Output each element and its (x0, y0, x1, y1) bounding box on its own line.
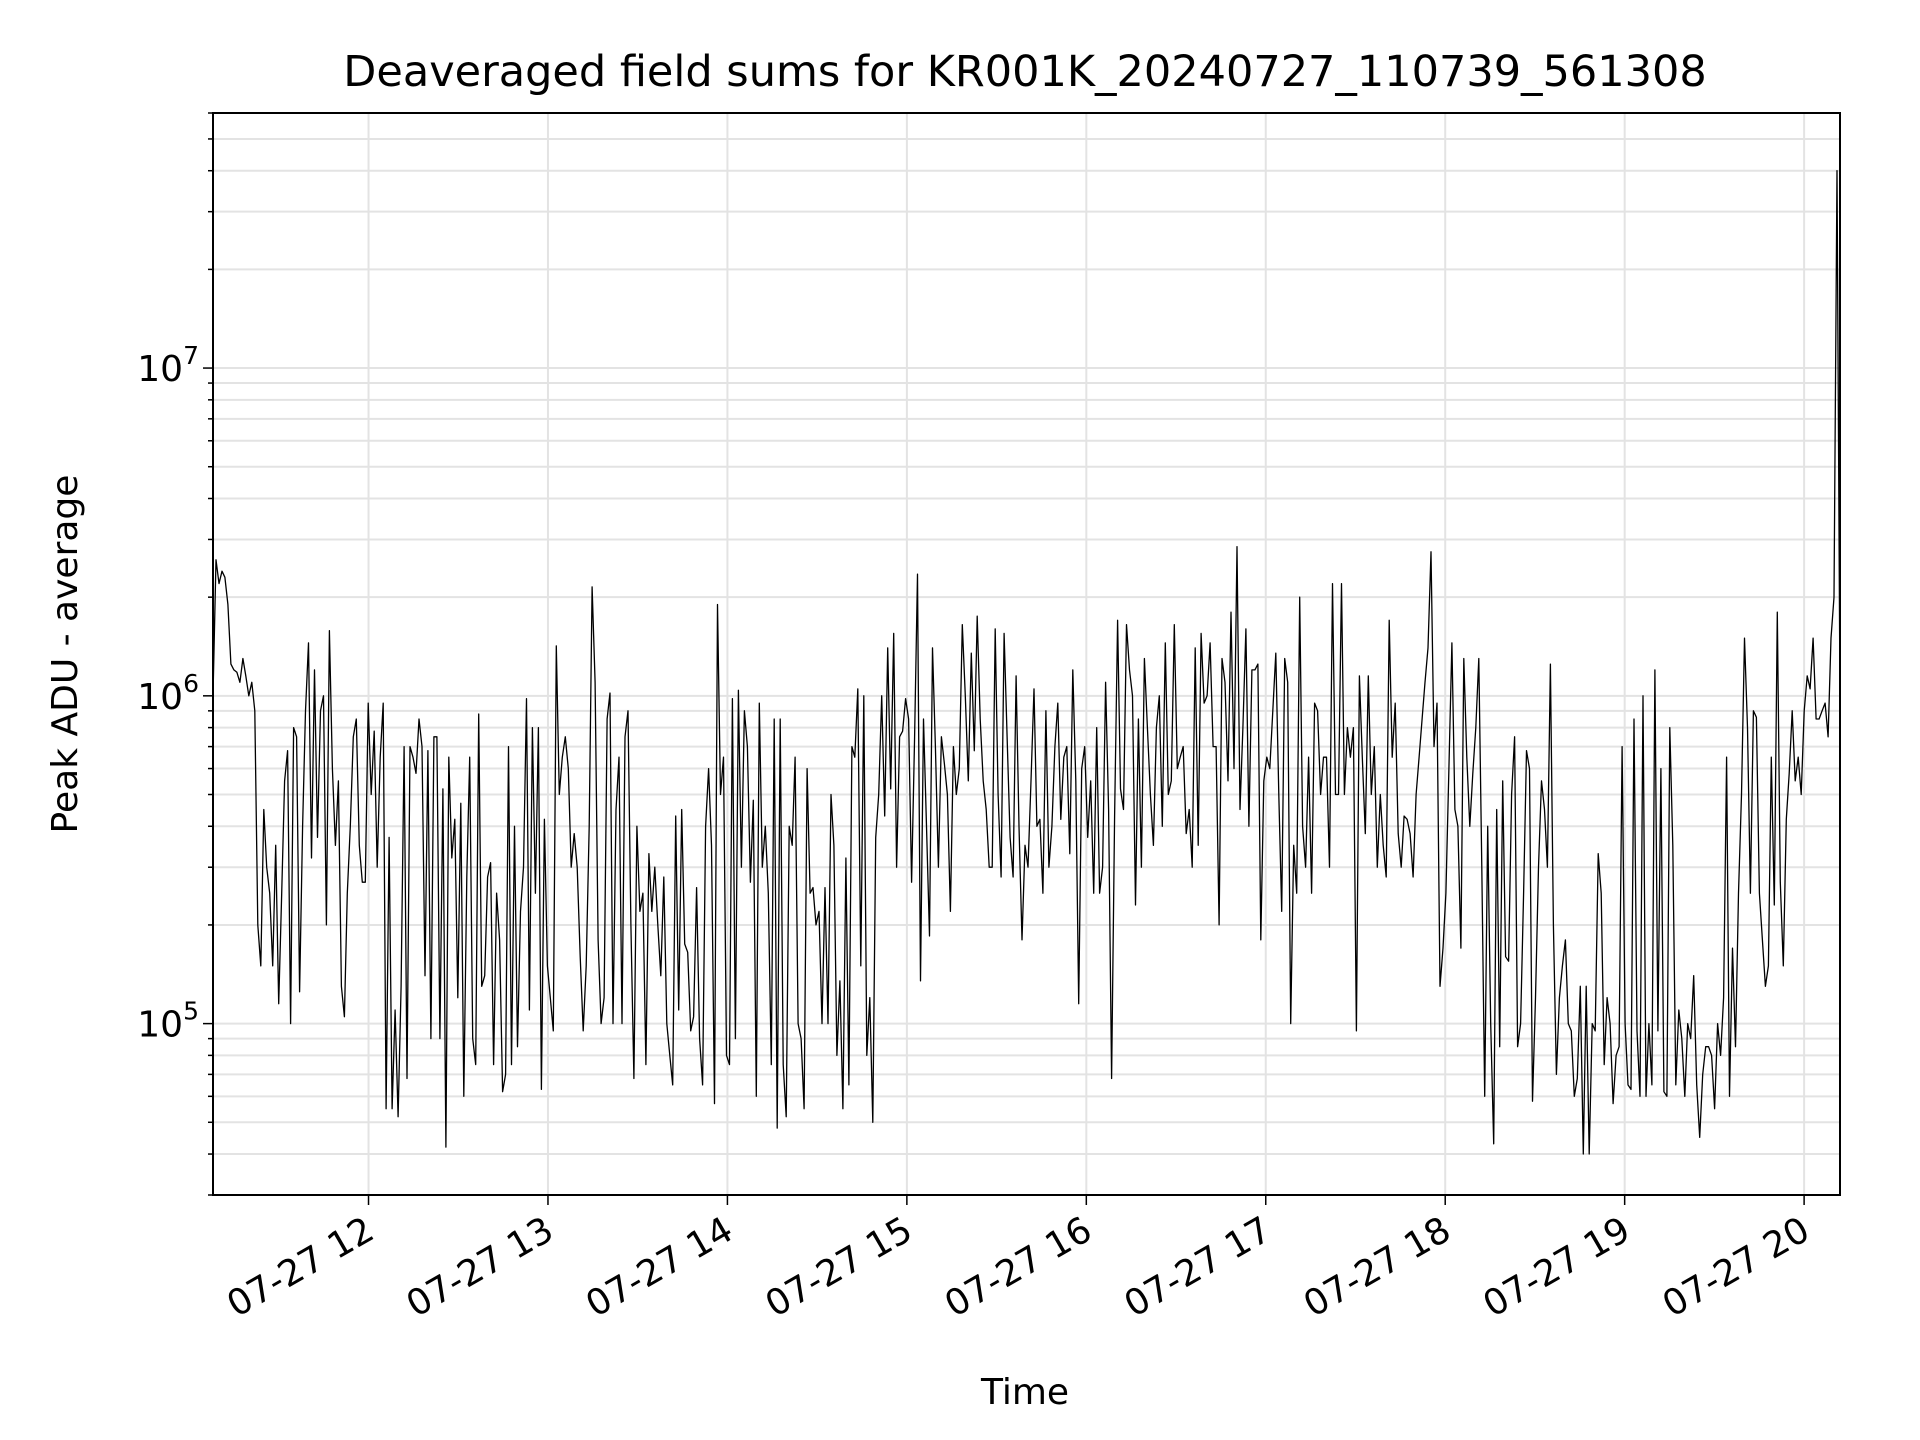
y-axis: 105 106 107 (137, 112, 213, 1196)
grid-layer (213, 112, 1840, 1196)
y-tick-label: 105 (137, 997, 199, 1046)
plot-frame (212, 112, 1841, 1196)
chart-title: Deaveraged field sums for KR001K_2024072… (343, 47, 1706, 97)
y-axis-title: Peak ADU - average (45, 475, 86, 834)
y-tick-label: 107 (137, 341, 199, 390)
x-axis-title: Time (980, 1372, 1069, 1413)
line-layer (212, 170, 1841, 1155)
y-tick-label: 106 (137, 669, 199, 718)
series-line (212, 170, 1841, 1155)
